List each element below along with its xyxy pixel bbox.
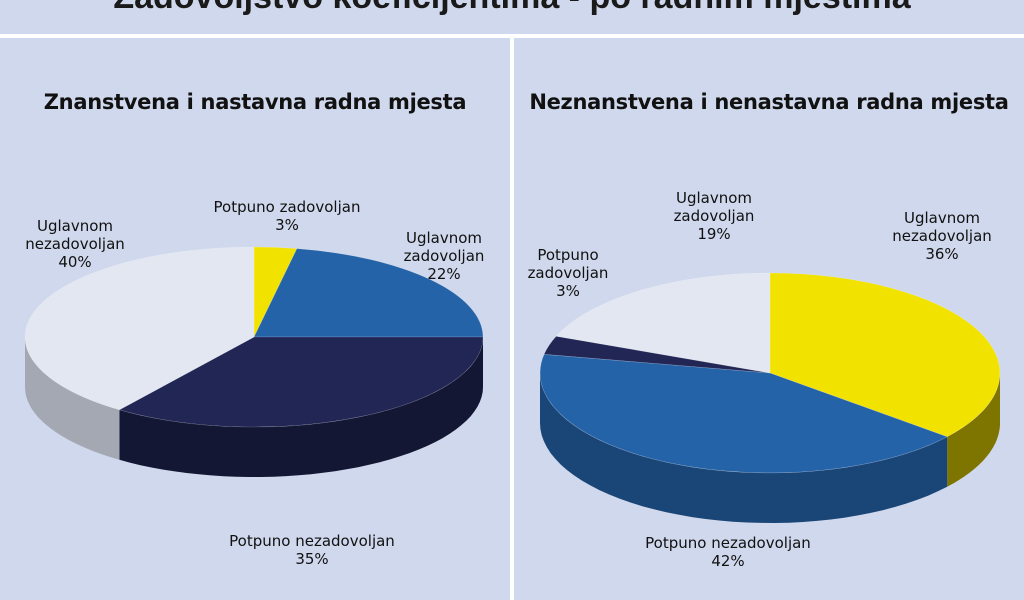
right-chart-title: Neznanstvena i nenastavna radna mjesta: [529, 90, 1009, 114]
right-pie-chart: Uglavnom nezadovoljan 36% Potpuno nezadovol…: [528, 189, 1001, 570]
slice-label-1: Uglavnom zadovoljan 22%: [404, 229, 485, 283]
slice-label-2: Potpuno nezadovoljan 35%: [229, 532, 395, 568]
pie-slice-3: [555, 272, 771, 374]
slice-label-3: Uglavnom zadovoljan 19%: [674, 189, 755, 243]
pie-slice-2: [543, 335, 771, 374]
pie-slice-1: [253, 248, 484, 338]
header-divider: [0, 34, 1024, 38]
pie-slice-3: [24, 246, 255, 411]
pie-slice-1: [539, 353, 948, 474]
slice-label-0: Uglavnom nezadovoljan 36%: [892, 209, 992, 263]
pie-side-0: [947, 373, 1000, 487]
pie-slice-0: [769, 272, 1001, 438]
panel-divider: [510, 38, 514, 600]
slice-label-0: Potpuno zadovoljan 3%: [214, 198, 361, 234]
pie-slice-0: [253, 246, 298, 338]
slice-label-1: Potpuno nezadovoljan 42%: [645, 534, 811, 570]
left-chart-title: Znanstvena i nastavna radna mjesta: [43, 90, 467, 114]
page-title: Zadovoljstvo koeficijentima - po radnim …: [0, 0, 1024, 17]
pie-side-2: [119, 337, 484, 477]
slice-label-2: Potpuno zadovoljan 3%: [528, 246, 609, 300]
left-pie-chart: Potpuno zadovoljan 3% Uglavnom zadovoljan 22…: [24, 198, 485, 568]
pie-side-1: [540, 373, 948, 523]
slice-label-3: Uglavnom nezadovoljan 40%: [25, 217, 125, 271]
pie-side-3: [25, 337, 120, 460]
pie-side-walls: [25, 337, 484, 477]
left-chart-panel: Znanstvena i nastavna radna mjesta Potpu…: [0, 38, 510, 600]
pie-side-walls: [540, 373, 1000, 523]
pie-slice-2: [118, 336, 484, 428]
right-chart-panel: Neznanstvena i nenastavna radna mjesta U…: [514, 38, 1024, 600]
